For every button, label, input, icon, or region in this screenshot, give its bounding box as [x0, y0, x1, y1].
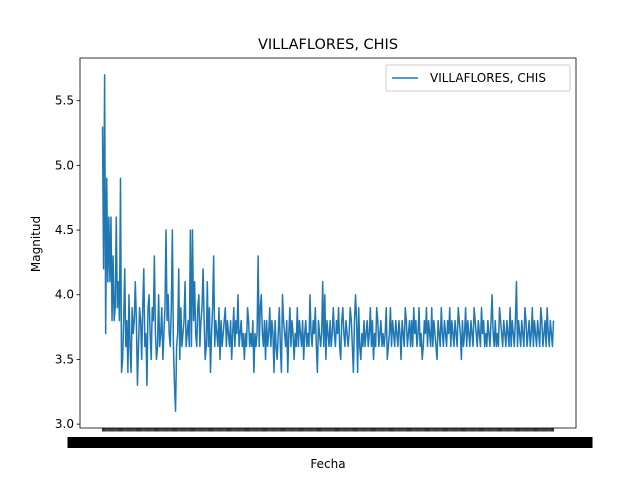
y-axis: 3.0 3.5 4.0 4.5 5.0 5.5 [55, 94, 80, 431]
axes-frame [79, 57, 577, 429]
legend-box [385, 64, 571, 92]
series-line [101, 74, 555, 412]
legend: VILLAFLORES, CHIS [385, 64, 571, 92]
y-tick-label: 5.0 [55, 158, 74, 172]
legend-entry-label: VILLAFLORES, CHIS [430, 71, 546, 85]
chart-title: VILLAFLORES, CHIS [258, 37, 398, 53]
x-axis-label: Fecha [310, 457, 345, 471]
y-tick-label: 4.0 [55, 288, 74, 302]
y-tick-label: 3.5 [55, 352, 74, 366]
x-tick-labels-band [67, 437, 593, 448]
y-tick-label: 5.5 [55, 94, 74, 108]
plot-area [101, 74, 555, 412]
y-tick-label: 3.0 [55, 417, 74, 431]
y-axis-label: Magnitud [29, 216, 43, 272]
y-tick-label: 4.5 [55, 223, 74, 237]
x-axis [67, 428, 593, 448]
